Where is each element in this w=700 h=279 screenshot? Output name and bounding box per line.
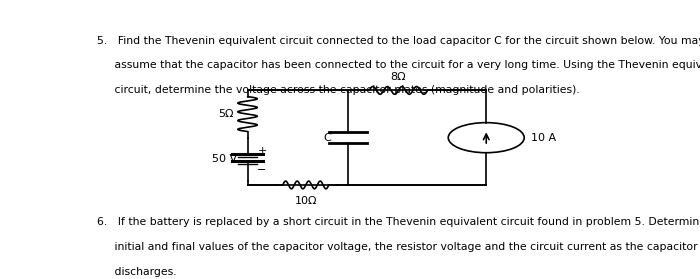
Text: −: − (258, 165, 267, 175)
Text: 5.   Find the Thevenin equivalent circuit connected to the load capacitor C for : 5. Find the Thevenin equivalent circuit … (97, 36, 700, 46)
Text: discharges.: discharges. (97, 266, 177, 276)
Text: initial and final values of the capacitor voltage, the resistor voltage and the : initial and final values of the capacito… (97, 242, 698, 252)
Text: C: C (324, 133, 332, 143)
Text: 50 V: 50 V (211, 154, 237, 164)
Text: 10 A: 10 A (531, 133, 556, 143)
Text: 8Ω: 8Ω (391, 72, 406, 82)
Text: assume that the capacitor has been connected to the circuit for a very long time: assume that the capacitor has been conne… (97, 60, 700, 70)
Text: 5Ω: 5Ω (218, 109, 234, 119)
Text: 6.   If the battery is replaced by a short circuit in the Thevenin equivalent ci: 6. If the battery is replaced by a short… (97, 217, 700, 227)
Text: 10Ω: 10Ω (295, 196, 317, 206)
Text: +: + (258, 146, 267, 156)
Text: circuit, determine the voltage across the capacitor plates (magnitude and polari: circuit, determine the voltage across th… (97, 85, 580, 95)
